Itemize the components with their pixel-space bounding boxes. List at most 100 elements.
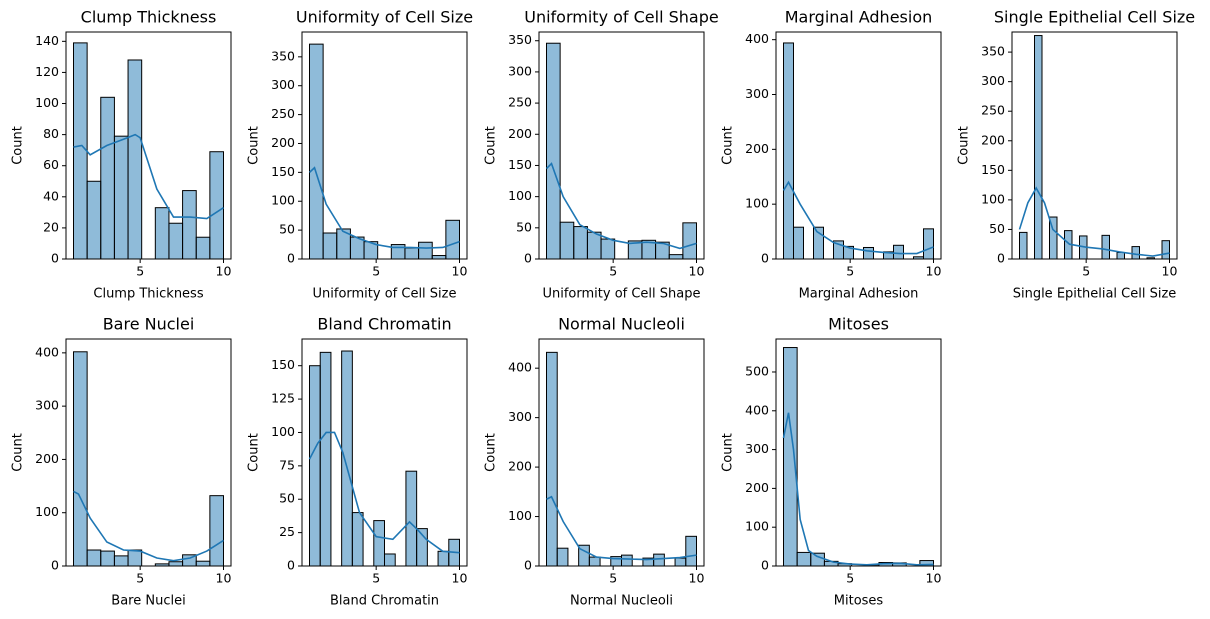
y-tick-label: 150 (271, 164, 295, 179)
subplot-title: Marginal Adhesion (785, 8, 933, 27)
bar (182, 190, 197, 260)
y-tick-label: 140 (35, 33, 59, 48)
x-tick-label: 5 (372, 571, 380, 586)
y-tick-label: 300 (508, 409, 532, 424)
bar (1131, 246, 1140, 260)
x-axis-label: Single Epithelial Cell Size (1013, 287, 1177, 302)
bar (168, 561, 184, 567)
y-tick-label: 0 (51, 558, 59, 573)
bar (682, 222, 697, 260)
bar (209, 495, 225, 567)
bar (418, 241, 433, 260)
y-tick-label: 100 (35, 504, 59, 519)
subplot-title: Normal Nucleoli (558, 315, 685, 334)
bar (195, 560, 211, 567)
bar (810, 552, 825, 567)
x-axis-label: Mitoses (834, 594, 884, 609)
axes-frame (775, 31, 942, 260)
y-tick-label: 200 (508, 459, 532, 474)
y-tick-label: 100 (981, 191, 1005, 206)
kde-line (782, 412, 934, 566)
bar (893, 244, 904, 260)
y-tick-label: 400 (508, 360, 532, 375)
y-tick-label: 50 (989, 221, 1005, 236)
subplot: 0 100 200 300 400 500 5 10 Mitoses Mitoses Count (721, 315, 942, 609)
bar (113, 135, 129, 260)
y-tick-label: 100 (508, 508, 532, 523)
bar (113, 555, 129, 567)
x-axis-label: Uniformity of Cell Size (313, 287, 457, 302)
x-tick-label: 10 (926, 571, 942, 586)
bar (546, 351, 558, 567)
y-tick-label: 400 (745, 402, 769, 417)
y-tick-label: 400 (35, 344, 59, 359)
bar (653, 553, 665, 567)
y-axis-label: Count (484, 126, 499, 165)
kde-line (546, 495, 697, 561)
x-axis-label: Marginal Adhesion (799, 287, 919, 302)
y-tick-label: 250 (981, 103, 1005, 118)
subplot-title: Bare Nuclei (103, 315, 195, 334)
bar (437, 550, 450, 567)
kde-line (73, 490, 224, 562)
y-tick-label: 25 (279, 524, 295, 539)
bar (793, 226, 804, 260)
y-tick-label: 0 (524, 558, 532, 573)
y-axis-label: Count (11, 433, 26, 472)
x-tick-label: 5 (609, 264, 617, 279)
x-tick-label: 5 (846, 264, 854, 279)
bar (559, 221, 575, 260)
subplot: 0 50 100 150 200 250 300 350 5 10 Uniformity of Ce… (484, 8, 719, 302)
kde-line (308, 431, 460, 554)
axes-frame (538, 338, 705, 567)
y-axis-label: Count (11, 126, 26, 165)
y-tick-label: 300 (35, 398, 59, 413)
x-axis-label: Bare Nuclei (111, 594, 185, 609)
subplot: 0 20 40 60 80 100 120 140 5 10 Clump Thickness Clum… (11, 8, 232, 302)
bar (384, 553, 396, 567)
y-axis-label: Count (957, 126, 972, 165)
y-tick-label: 0 (287, 558, 295, 573)
axes-frame (775, 338, 942, 567)
y-tick-label: 100 (271, 424, 295, 439)
bar (783, 347, 798, 567)
y-tick-label: 300 (981, 73, 1005, 88)
x-axis-label: Normal Nucleoli (570, 594, 673, 609)
kde-line (545, 162, 697, 250)
subplot-title: Uniformity of Cell Size (296, 8, 473, 27)
subplot: 0 100 200 300 400 5 10 Normal Nucleoli Normal Nu… (484, 315, 705, 609)
bar (373, 520, 385, 567)
x-tick-label: 10 (689, 264, 705, 279)
bar (195, 236, 211, 260)
bar (1019, 231, 1028, 260)
x-tick-label: 10 (689, 571, 705, 586)
x-tick-label: 10 (216, 264, 232, 279)
y-tick-label: 50 (279, 491, 295, 506)
bar (863, 246, 874, 260)
axes-frame (538, 31, 705, 260)
y-tick-label: 100 (35, 95, 59, 110)
subplot: 0 100 200 300 400 5 10 Bare Nuclei Bare Nuclei Co… (11, 315, 232, 609)
y-tick-label: 0 (761, 558, 769, 573)
axes-frame (301, 338, 468, 567)
y-tick-label: 350 (981, 44, 1005, 59)
y-tick-label: 350 (508, 32, 532, 47)
y-tick-label: 150 (508, 157, 532, 172)
subplot: 0 50 100 150 200 250 300 350 5 10 Uniformity of Ce… (247, 8, 474, 302)
y-tick-label: 300 (508, 63, 532, 78)
y-tick-label: 125 (271, 391, 295, 406)
y-axis-label: Count (721, 433, 736, 472)
y-axis-label: Count (721, 126, 736, 165)
bar (556, 547, 569, 567)
bar (668, 254, 684, 260)
y-tick-label: 100 (745, 196, 769, 211)
bar (1116, 251, 1125, 260)
bar (154, 207, 170, 260)
bar (783, 42, 794, 260)
y-tick-label: 200 (745, 480, 769, 495)
bar (309, 365, 321, 567)
bar (600, 238, 616, 260)
bar (404, 247, 420, 260)
y-tick-label: 0 (287, 251, 295, 266)
kde-line (782, 180, 934, 255)
